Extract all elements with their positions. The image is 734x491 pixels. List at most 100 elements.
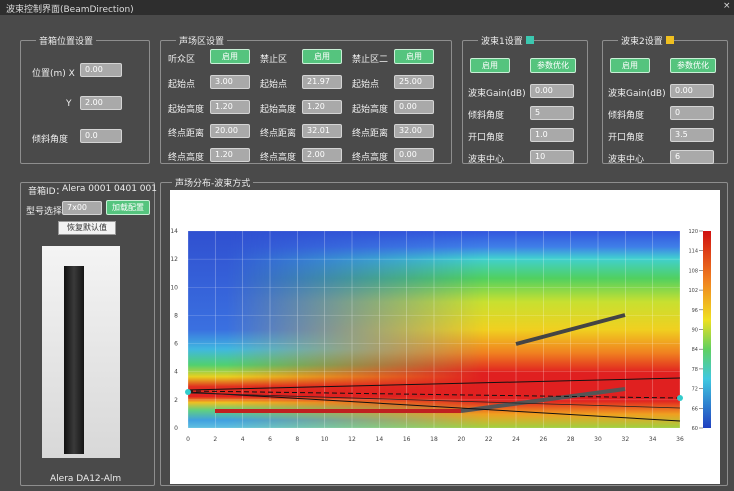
colorbar-tick-label: 84 — [692, 347, 698, 353]
window-title: 波束控制界面(BeamDirection) — [6, 5, 134, 15]
panel-title: 声场分布-波束方式 — [172, 176, 254, 189]
reset-button[interactable]: 恢复默认值 — [58, 221, 116, 235]
x-tick-label: 2 — [213, 436, 217, 443]
beam-input[interactable]: 1.0 — [530, 128, 574, 142]
x-tick-label: 18 — [430, 436, 438, 443]
x-tick-label: 32 — [622, 436, 630, 443]
field-label: 终点高度 — [168, 153, 205, 163]
zone-name: 禁止区 — [260, 55, 288, 65]
enable-button[interactable]: 启用 — [470, 58, 510, 73]
x-tick-label: 24 — [512, 436, 520, 443]
field-label: 波束Gain(dB) — [468, 89, 526, 99]
zone-input[interactable]: 25.00 — [394, 75, 434, 89]
zone-lines — [185, 313, 683, 422]
field-label: 倾斜角度 — [608, 111, 645, 121]
model-label: 型号选择： — [26, 207, 72, 217]
beam-color — [526, 36, 534, 44]
colorbar-tick-label: 60 — [692, 426, 698, 432]
beam-line — [187, 377, 681, 391]
title-bar — [0, 0, 734, 15]
field-label: 开口角度 — [468, 133, 505, 143]
id-value: Alera 0001 0401 001 — [62, 184, 157, 194]
zone-input[interactable]: 1.20 — [210, 148, 250, 162]
input-tilt[interactable]: 0.0 — [80, 129, 122, 143]
y-tick-label: 4 — [174, 369, 178, 376]
zone-enable-button[interactable]: 启用 — [302, 49, 342, 64]
x-tick-label: 16 — [403, 436, 411, 443]
panel-zones — [160, 40, 452, 164]
colorbar-tick-label: 102 — [688, 288, 698, 294]
zone-input[interactable]: 20.00 — [210, 124, 250, 138]
speaker-marker — [185, 389, 191, 395]
zone-input[interactable]: 1.20 — [302, 100, 342, 114]
zone-name: 禁止区二 — [352, 55, 389, 65]
y-tick-label: 2 — [174, 397, 178, 404]
zone-input[interactable]: 2.00 — [302, 148, 342, 162]
field-label: 位置(m) X — [32, 69, 75, 79]
beam-input[interactable]: 0.00 — [670, 84, 714, 98]
y-tick-label: 12 — [170, 256, 178, 263]
zone-input[interactable]: 32.01 — [302, 124, 342, 138]
zone-input[interactable]: 0.00 — [394, 100, 434, 114]
colorbar-tick-label: 96 — [692, 308, 698, 314]
field-label: 起始高度 — [168, 105, 205, 115]
input-y[interactable]: 2.00 — [80, 96, 122, 110]
zone-input[interactable]: 21.97 — [302, 75, 342, 89]
beam-input[interactable]: 0 — [670, 106, 714, 120]
colorbar-tick-label: 114 — [688, 249, 698, 255]
x-tick-label: 30 — [594, 436, 602, 443]
field-label: 终点高度 — [260, 153, 297, 163]
beam-input[interactable]: 5 — [530, 106, 574, 120]
colorbar-tick-label: 66 — [692, 406, 698, 412]
colorbar-tick-label: 72 — [692, 387, 698, 393]
field-label: 倾斜角度 — [468, 111, 505, 121]
panel-chart — [160, 182, 728, 486]
y-tick-label: 14 — [170, 228, 178, 235]
input-x[interactable]: 0.00 — [80, 63, 122, 77]
field-label: 开口角度 — [608, 133, 645, 143]
colorbar-tick-label: 120 — [688, 229, 698, 235]
load-button[interactable]: 加载配置 — [106, 200, 150, 215]
colorbar-tick-label: 108 — [688, 268, 698, 274]
id-label: 音箱ID： — [28, 187, 65, 197]
x-tick-label: 34 — [649, 436, 657, 443]
speaker-column — [64, 266, 84, 454]
x-tick-label: 4 — [241, 436, 245, 443]
field-label: 终点距离 — [260, 129, 297, 139]
panel-title: 波束2设置 — [618, 34, 666, 47]
zone-name: 听众区 — [168, 55, 196, 65]
panel-title: 声场区设置 — [176, 34, 228, 47]
zone-enable-button[interactable]: 启用 — [210, 49, 250, 64]
optimize-button[interactable]: 参数优化 — [670, 58, 716, 73]
field-label: 起始点 — [352, 80, 380, 90]
optimize-button[interactable]: 参数优化 — [530, 58, 576, 73]
zone-enable-button[interactable]: 启用 — [394, 49, 434, 64]
y-tick-label: 10 — [170, 284, 178, 291]
beam-input[interactable]: 6 — [670, 150, 714, 164]
colorbar — [703, 231, 711, 428]
beam-input[interactable]: 10 — [530, 150, 574, 164]
end-marker — [677, 395, 683, 401]
beam-input[interactable]: 0.00 — [530, 84, 574, 98]
field-label: 波束Gain(dB) — [608, 89, 666, 99]
beam-center-line — [187, 390, 681, 399]
x-tick-label: 6 — [268, 436, 272, 443]
zone-input[interactable]: 1.20 — [210, 100, 250, 114]
zone-input[interactable]: 32.00 — [394, 124, 434, 138]
zone-input[interactable]: 3.00 — [210, 75, 250, 89]
field-label: 起始高度 — [352, 105, 389, 115]
x-tick-label: 26 — [540, 436, 548, 443]
enable-button[interactable]: 启用 — [610, 58, 650, 73]
model-dropdown[interactable]: 7x00 — [62, 201, 102, 215]
field-label: 终点距离 — [168, 129, 205, 139]
zone-line — [460, 387, 626, 413]
zone-input[interactable]: 0.00 — [394, 148, 434, 162]
x-tick-label: 0 — [186, 436, 190, 443]
zone-line — [515, 313, 626, 346]
close-button[interactable]: × — [723, 1, 731, 11]
beam-line — [187, 392, 681, 409]
beam-input[interactable]: 3.5 — [670, 128, 714, 142]
panel-title: 音箱位置设置 — [36, 34, 97, 47]
field-label: 起始点 — [260, 80, 288, 90]
